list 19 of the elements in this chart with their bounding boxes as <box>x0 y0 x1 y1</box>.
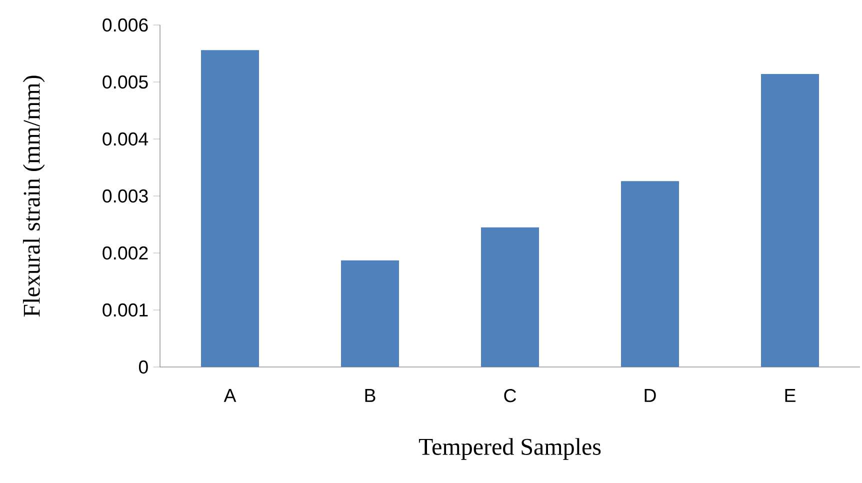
y-tick-label: 0.004 <box>102 132 148 146</box>
x-tick-label: A <box>224 389 236 402</box>
y-tick-label: 0.002 <box>102 246 148 260</box>
y-tick-label: 0.003 <box>102 189 148 203</box>
x-tick-label: E <box>785 389 796 402</box>
x-tick-label: D <box>644 389 656 402</box>
y-tick-label: 0 <box>138 360 148 374</box>
x-tick-label: C <box>504 389 516 402</box>
bar <box>201 50 260 368</box>
y-tick-label: 0.006 <box>102 18 148 32</box>
y-tick-label: 0.001 <box>102 303 148 317</box>
bar <box>761 74 819 368</box>
x-tick-label: B <box>365 389 376 402</box>
x-axis-title: Tempered Samples <box>418 438 601 460</box>
y-tick-label: 0.005 <box>102 75 148 89</box>
bar <box>341 260 400 368</box>
bar <box>481 227 540 368</box>
bar <box>621 181 679 368</box>
y-axis-title: Flexural strain (mm/mm) <box>22 76 45 317</box>
